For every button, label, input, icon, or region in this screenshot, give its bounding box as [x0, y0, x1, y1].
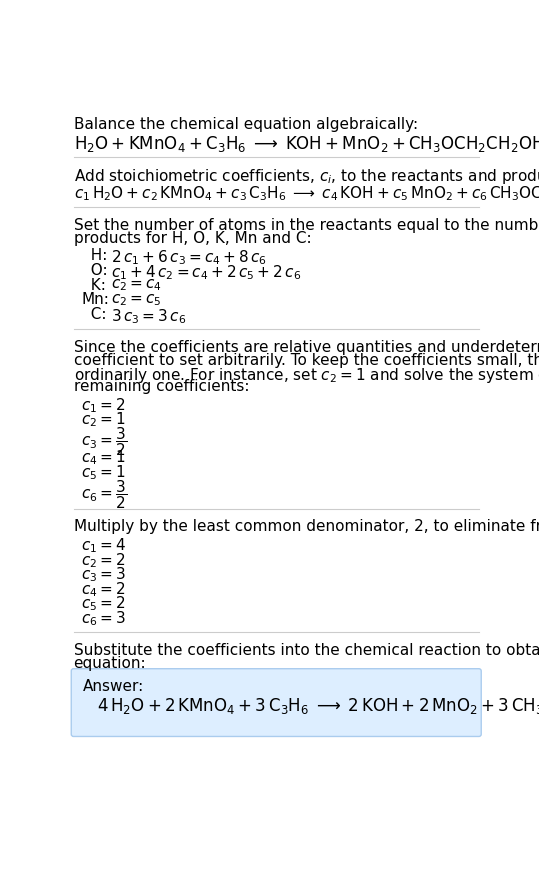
- Text: remaining coefficients:: remaining coefficients:: [74, 379, 249, 394]
- Text: K:: K:: [81, 278, 106, 293]
- Text: equation:: equation:: [74, 655, 146, 670]
- Text: $c_5 = 1$: $c_5 = 1$: [81, 463, 126, 482]
- Text: $c_6 = 3$: $c_6 = 3$: [81, 609, 126, 628]
- Text: $c_2 = c_4$: $c_2 = c_4$: [111, 278, 162, 293]
- Text: $c_5 = 2$: $c_5 = 2$: [81, 594, 126, 614]
- Text: ordinarily one. For instance, set $c_2 = 1$ and solve the system of equations fo: ordinarily one. For instance, set $c_2 =…: [74, 366, 539, 385]
- Text: $c_1 = 4$: $c_1 = 4$: [81, 536, 127, 555]
- Text: $2\,c_1 + 6\,c_3 = c_4 + 8\,c_6$: $2\,c_1 + 6\,c_3 = c_4 + 8\,c_6$: [111, 249, 267, 267]
- Text: $4\,\mathrm{H_2O} + 2\,\mathrm{KMnO_4} + 3\,\mathrm{C_3H_6}\;\longrightarrow\; 2: $4\,\mathrm{H_2O} + 2\,\mathrm{KMnO_4} +…: [97, 696, 539, 715]
- Text: Mn:: Mn:: [81, 292, 109, 307]
- Text: $c_6 = \dfrac{3}{2}$: $c_6 = \dfrac{3}{2}$: [81, 478, 127, 511]
- FancyBboxPatch shape: [71, 669, 481, 736]
- Text: Multiply by the least common denominator, 2, to eliminate fractional coefficient: Multiply by the least common denominator…: [74, 519, 539, 534]
- Text: O:: O:: [81, 263, 108, 278]
- Text: $3\,c_3 = 3\,c_6$: $3\,c_3 = 3\,c_6$: [111, 307, 186, 325]
- Text: $c_2 = c_5$: $c_2 = c_5$: [111, 292, 161, 308]
- Text: $c_4 = 1$: $c_4 = 1$: [81, 448, 126, 467]
- Text: Answer:: Answer:: [83, 679, 144, 694]
- Text: $c_1\,\mathrm{H_2O} + c_2\,\mathrm{KMnO_4} + c_3\,\mathrm{C_3H_6}\;\longrightarr: $c_1\,\mathrm{H_2O} + c_2\,\mathrm{KMnO_…: [74, 184, 539, 203]
- Text: $c_3 = \dfrac{3}{2}$: $c_3 = \dfrac{3}{2}$: [81, 425, 127, 458]
- Text: H:: H:: [81, 249, 108, 264]
- Text: Since the coefficients are relative quantities and underdetermined, choose a: Since the coefficients are relative quan…: [74, 340, 539, 355]
- Text: $c_3 = 3$: $c_3 = 3$: [81, 565, 126, 584]
- Text: Substitute the coefficients into the chemical reaction to obtain the balanced: Substitute the coefficients into the che…: [74, 642, 539, 657]
- Text: coefficient to set arbitrarily. To keep the coefficients small, the arbitrary va: coefficient to set arbitrarily. To keep …: [74, 353, 539, 368]
- Text: Add stoichiometric coefficients, $c_i$, to the reactants and products:: Add stoichiometric coefficients, $c_i$, …: [74, 168, 539, 186]
- Text: $c_2 = 1$: $c_2 = 1$: [81, 411, 126, 430]
- Text: C:: C:: [81, 307, 107, 322]
- Text: $c_1 = 2$: $c_1 = 2$: [81, 396, 126, 415]
- Text: $\mathrm{H_2O + KMnO_4 + C_3H_6 \;\longrightarrow\;KOH + MnO_2 + CH_3OCH_2CH_2OH: $\mathrm{H_2O + KMnO_4 + C_3H_6 \;\longr…: [74, 133, 539, 153]
- Text: products for H, O, K, Mn and C:: products for H, O, K, Mn and C:: [74, 231, 311, 246]
- Text: Balance the chemical equation algebraically:: Balance the chemical equation algebraica…: [74, 116, 418, 131]
- Text: $c_2 = 2$: $c_2 = 2$: [81, 551, 126, 570]
- Text: Set the number of atoms in the reactants equal to the number of atoms in the: Set the number of atoms in the reactants…: [74, 218, 539, 233]
- Text: $c_1 + 4\,c_2 = c_4 + 2\,c_5 + 2\,c_6$: $c_1 + 4\,c_2 = c_4 + 2\,c_5 + 2\,c_6$: [111, 263, 301, 281]
- Text: $c_4 = 2$: $c_4 = 2$: [81, 580, 126, 599]
